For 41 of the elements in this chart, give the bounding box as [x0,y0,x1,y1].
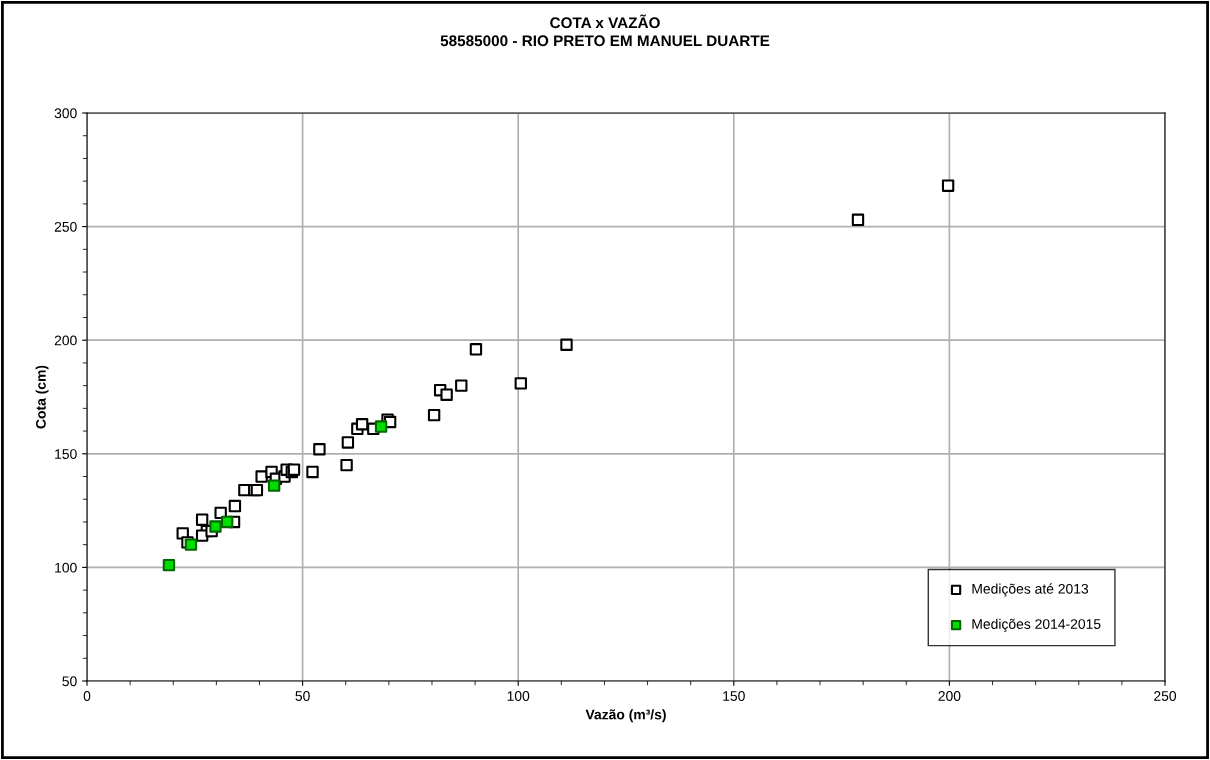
point [514,377,527,390]
point [162,558,176,572]
point [214,506,227,520]
point [455,379,468,392]
x-tick-label: 100 [507,691,530,701]
point [340,458,353,472]
point [184,538,198,551]
point [267,479,281,492]
legend-label: Medições até 2013 [972,583,1089,597]
point [341,436,355,449]
y-tick-label: 300 [54,108,77,119]
point [209,520,222,533]
point [427,408,441,422]
x-tick-label: 0 [83,691,91,701]
point [220,515,234,529]
x-tick-label: 50 [295,691,310,701]
y-tick-label: 150 [55,449,77,459]
point [306,465,319,479]
x-tick-label: 150 [723,691,745,701]
y-tick-label: 200 [54,335,77,346]
point [851,213,865,226]
chart-title: COTA x VAZÃO [550,14,660,29]
y-tick-label: 250 [54,221,77,232]
chart-subtitle: 58585000 - RIO PRETO EM MANUEL DUARTE [440,35,770,47]
y-axis-title: Cota (cm) [35,365,49,429]
point [228,499,242,513]
point [440,388,453,401]
point [313,443,326,456]
point [195,513,209,526]
x-tick-label: 200 [938,691,961,701]
point [374,420,388,433]
legend-label: Medições 2014-2015 [972,618,1101,632]
point [469,343,483,356]
y-tick-label: 100 [55,562,77,573]
point [255,470,268,483]
x-tick-label: 250 [1154,691,1177,701]
point [941,179,955,192]
point [355,418,369,431]
x-axis-title: Vazão (m³/s) [585,709,666,723]
y-tick-label: 50 [62,676,77,687]
point [560,338,573,351]
